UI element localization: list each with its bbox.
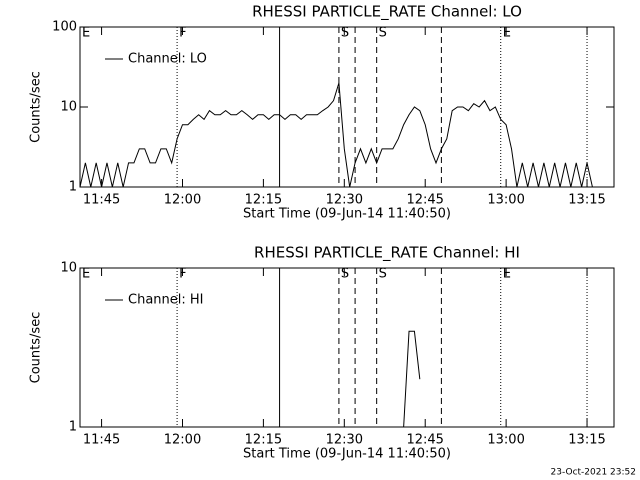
x-tick-label: 13:15 xyxy=(568,433,605,448)
x-tick-label: 13:15 xyxy=(568,193,605,208)
y-tick-label: 1 xyxy=(69,420,77,435)
event-label: E xyxy=(82,267,90,282)
data-line xyxy=(79,82,593,188)
event-label: F xyxy=(179,26,186,41)
chart-title: RHESSI PARTICLE_RATE Channel: HI xyxy=(254,244,520,263)
y-tick-label: 100 xyxy=(52,20,77,35)
y-tick-label: 1 xyxy=(69,180,77,195)
chart-title: RHESSI PARTICLE_RATE Channel: LO xyxy=(252,3,522,22)
x-tick-label: 13:00 xyxy=(487,193,524,208)
x-tick-label: 12:45 xyxy=(406,433,443,448)
plot-frame xyxy=(79,26,615,188)
event-label: S xyxy=(379,26,387,41)
event-label: S xyxy=(341,267,349,282)
y-axis-label: Counts/sec xyxy=(29,312,44,384)
x-tick-label: 12:45 xyxy=(406,193,443,208)
x-tick-label: 12:30 xyxy=(326,433,363,448)
event-label: S xyxy=(379,267,387,282)
legend-label: Channel: HI xyxy=(128,293,204,308)
x-axis-label: Start Time (09-Jun-14 11:40:50) xyxy=(243,207,451,222)
x-tick-label: 12:00 xyxy=(164,193,201,208)
event-label: F xyxy=(179,267,186,282)
event-label: E xyxy=(503,26,511,41)
plot-frame xyxy=(79,267,615,428)
x-tick-label: 12:15 xyxy=(245,433,282,448)
x-tick-label: 11:45 xyxy=(83,193,120,208)
timestamp: 23-Oct-2021 23:52 xyxy=(551,468,636,478)
x-tick-label: 11:45 xyxy=(83,433,120,448)
event-label: E xyxy=(503,267,511,282)
y-axis-label: Counts/sec xyxy=(29,71,44,143)
legend-label: Channel: LO xyxy=(128,52,207,67)
data-line xyxy=(403,330,421,428)
x-tick-label: 12:30 xyxy=(326,193,363,208)
x-tick-label: 12:00 xyxy=(164,433,201,448)
event-label: E xyxy=(82,26,90,41)
y-tick-label: 10 xyxy=(60,100,77,115)
event-label: S xyxy=(341,26,349,41)
x-tick-label: 12:15 xyxy=(245,193,282,208)
x-axis-label: Start Time (09-Jun-14 11:40:50) xyxy=(243,447,451,462)
y-tick-label: 10 xyxy=(60,261,77,276)
x-tick-label: 13:00 xyxy=(487,433,524,448)
